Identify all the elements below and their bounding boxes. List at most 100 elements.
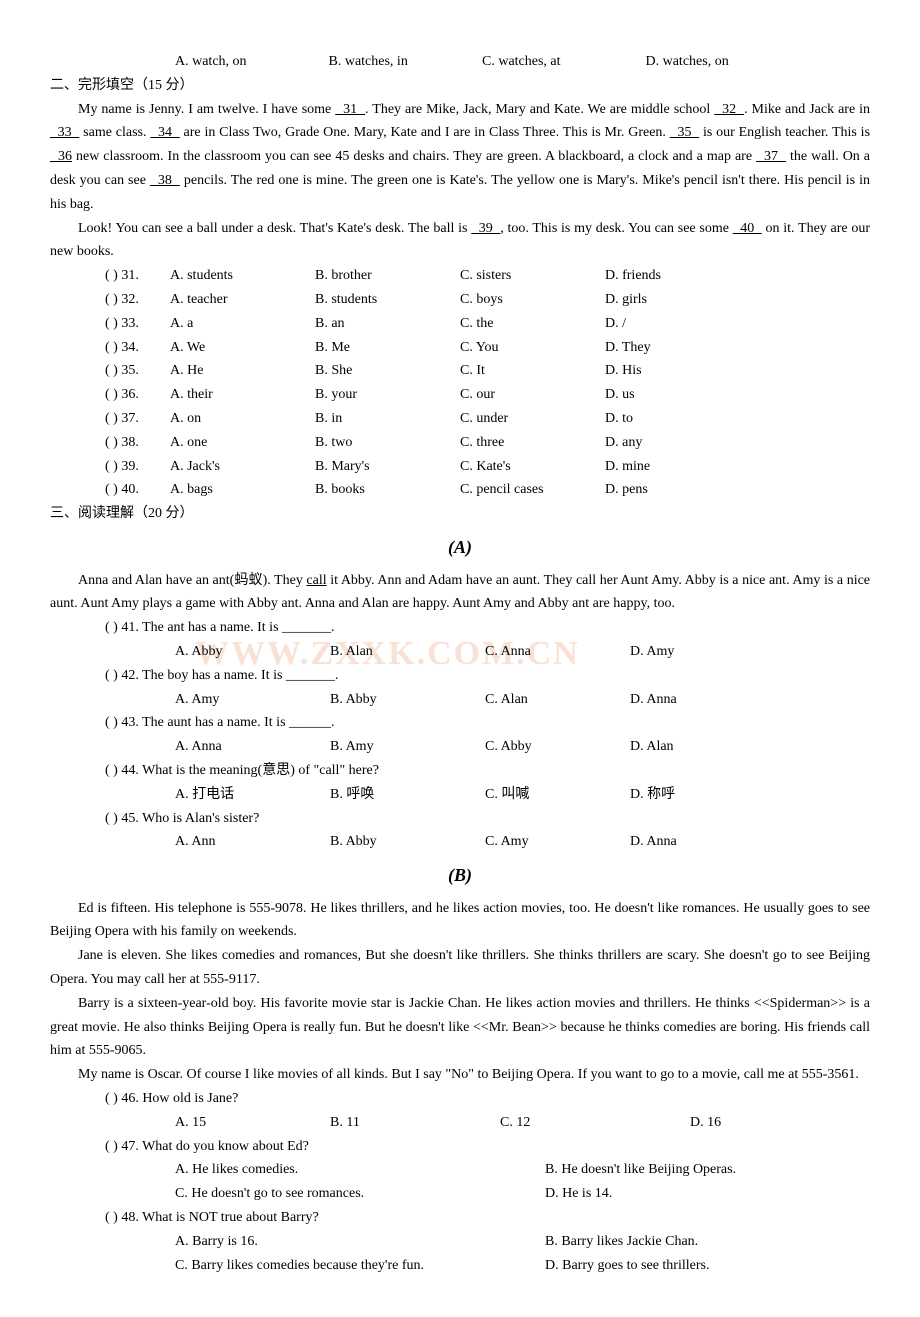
question-number: ( ) 31. xyxy=(105,264,170,288)
opt-d: D. Anna xyxy=(630,692,677,707)
passage-a-header: (A) xyxy=(50,532,870,563)
cloze-opt-b: B. two xyxy=(315,431,460,455)
cloze-opt-a: A. He xyxy=(170,359,315,383)
opt-b: B. Abby xyxy=(330,830,485,854)
answer-line: A. Barry is 16.B. Barry likes Jackie Cha… xyxy=(50,1230,870,1254)
passage-b-p1: Ed is fifteen. His telephone is 555-9078… xyxy=(50,897,870,945)
answer-line: A. 打电话B. 呼唤C. 叫喊D. 称呼 xyxy=(50,783,870,807)
question-number: ( ) 37. xyxy=(105,407,170,431)
question-number: ( ) 33. xyxy=(105,312,170,336)
cloze-opt-c: C. under xyxy=(460,407,605,431)
qb-container: ( ) 46. How old is Jane?A. 15B. 11C. 12D… xyxy=(50,1087,870,1277)
passage-b-header: (B) xyxy=(50,860,870,891)
cloze-text: . Mike and Jack are in xyxy=(744,102,870,117)
section3-title: 三、阅读理解（20 分） xyxy=(50,502,870,526)
blank-38: 38 xyxy=(150,173,180,188)
cloze-opt-d: D. us xyxy=(605,383,635,407)
opt-b: B. Abby xyxy=(330,688,485,712)
answer-line: A. AnnB. AbbyC. AmyD. Anna xyxy=(50,830,870,854)
section2-title: 二、完形填空（15 分） xyxy=(50,74,870,98)
passage-b-p3: Barry is a sixteen-year-old boy. His fav… xyxy=(50,992,870,1063)
cloze-opt-b: B. brother xyxy=(315,264,460,288)
question-line: ( ) 42. The boy has a name. It is ______… xyxy=(50,664,870,688)
question-number: ( ) 39. xyxy=(105,455,170,479)
cloze-opt-a: A. students xyxy=(170,264,315,288)
opt-a: A. Anna xyxy=(175,735,330,759)
cloze-opt-a: A. on xyxy=(170,407,315,431)
qa-container: ( ) 41. The ant has a name. It is ______… xyxy=(50,616,870,854)
cloze-option-row: ( ) 38.A. oneB. twoC. threeD. any xyxy=(50,431,870,455)
opt-a: A. watch, on xyxy=(175,50,325,74)
opt-d: D. watches, on xyxy=(646,50,729,74)
opt-c: C. 叫喊 xyxy=(485,783,630,807)
passage-text: Anna and Alan have an ant(蚂蚁). They xyxy=(78,573,306,588)
opt-c: C. He doesn't go to see romances. xyxy=(175,1182,545,1206)
passage-b-p2: Jane is eleven. She likes comedies and r… xyxy=(50,944,870,992)
passage-b-p4: My name is Oscar. Of course I like movie… xyxy=(50,1063,870,1087)
opt-c: C. 12 xyxy=(500,1111,690,1135)
opt-d: D. 称呼 xyxy=(630,787,675,802)
blank-35: 35 xyxy=(670,125,699,140)
cloze-opt-b: B. Mary's xyxy=(315,455,460,479)
question-line: ( ) 46. How old is Jane? xyxy=(50,1087,870,1111)
opt-a: A. Abby xyxy=(175,640,330,664)
opt-b: B. 11 xyxy=(330,1111,500,1135)
cloze-opt-d: D. pens xyxy=(605,478,648,502)
question-number: ( ) 38. xyxy=(105,431,170,455)
answer-line: A. 15B. 11C. 12D. 16 xyxy=(50,1111,870,1135)
question-number: ( ) 36. xyxy=(105,383,170,407)
cloze-text: new classroom. In the classroom you can … xyxy=(72,149,756,164)
cloze-opt-c: C. boys xyxy=(460,288,605,312)
cloze-text: is our English teacher. This is xyxy=(699,125,870,140)
cloze-opt-b: B. in xyxy=(315,407,460,431)
cloze-option-row: ( ) 39.A. Jack'sB. Mary'sC. Kate'sD. min… xyxy=(50,455,870,479)
cloze-option-row: ( ) 37.A. onB. inC. underD. to xyxy=(50,407,870,431)
question-line: ( ) 47. What do you know about Ed? xyxy=(50,1135,870,1159)
opt-a: A. Amy xyxy=(175,688,330,712)
cloze-paragraph-2: Look! You can see a ball under a desk. T… xyxy=(50,217,870,265)
blank-32: 32 xyxy=(714,102,744,117)
cloze-opt-a: A. Jack's xyxy=(170,455,315,479)
blank-37: 37 xyxy=(756,149,786,164)
cloze-opt-c: C. pencil cases xyxy=(460,478,605,502)
opt-c: C. Barry likes comedies because they're … xyxy=(175,1254,545,1278)
cloze-option-row: ( ) 33.A. aB. anC. theD. / xyxy=(50,312,870,336)
cloze-opt-b: B. She xyxy=(315,359,460,383)
opt-b: B. Barry likes Jackie Chan. xyxy=(545,1234,698,1249)
opt-c: C. Alan xyxy=(485,688,630,712)
blank-33: 33 xyxy=(50,125,79,140)
blank-36: 36 xyxy=(50,149,72,164)
cloze-text: are in Class Two, Grade One. Mary, Kate … xyxy=(180,125,670,140)
cloze-opt-a: A. a xyxy=(170,312,315,336)
blank-34: 34 xyxy=(150,125,179,140)
cloze-opt-c: C. It xyxy=(460,359,605,383)
cloze-opt-c: C. sisters xyxy=(460,264,605,288)
cloze-options: ( ) 31.A. studentsB. brotherC. sistersD.… xyxy=(50,264,870,502)
opt-d: D. 16 xyxy=(690,1115,721,1130)
cloze-opt-c: C. Kate's xyxy=(460,455,605,479)
opt-a: A. Barry is 16. xyxy=(175,1230,545,1254)
answer-line: A. AnnaB. AmyC. AbbyD. Alan xyxy=(50,735,870,759)
cloze-opt-a: A. We xyxy=(170,336,315,360)
opt-b: B. He doesn't like Beijing Operas. xyxy=(545,1162,736,1177)
cloze-opt-b: B. books xyxy=(315,478,460,502)
answer-line: A. AbbyB. AlanC. AnnaD. Amy xyxy=(50,640,870,664)
cloze-opt-b: B. your xyxy=(315,383,460,407)
opt-b: B. watches, in xyxy=(329,50,479,74)
blank-31: 31 xyxy=(335,102,365,117)
cloze-opt-b: B. students xyxy=(315,288,460,312)
opt-b: B. 呼唤 xyxy=(330,783,485,807)
opt-a: A. 打电话 xyxy=(175,783,330,807)
cloze-opt-d: D. girls xyxy=(605,288,647,312)
opt-d: D. Alan xyxy=(630,739,674,754)
question-number: ( ) 32. xyxy=(105,288,170,312)
question-number: ( ) 34. xyxy=(105,336,170,360)
cloze-text: My name is Jenny. I am twelve. I have so… xyxy=(78,102,335,117)
cloze-opt-a: A. teacher xyxy=(170,288,315,312)
opt-d: D. Barry goes to see thrillers. xyxy=(545,1258,709,1273)
cloze-opt-c: C. three xyxy=(460,431,605,455)
opt-a: A. 15 xyxy=(175,1111,330,1135)
cloze-opt-a: A. one xyxy=(170,431,315,455)
cloze-opt-a: A. their xyxy=(170,383,315,407)
answer-line: C. He doesn't go to see romances.D. He i… xyxy=(50,1182,870,1206)
